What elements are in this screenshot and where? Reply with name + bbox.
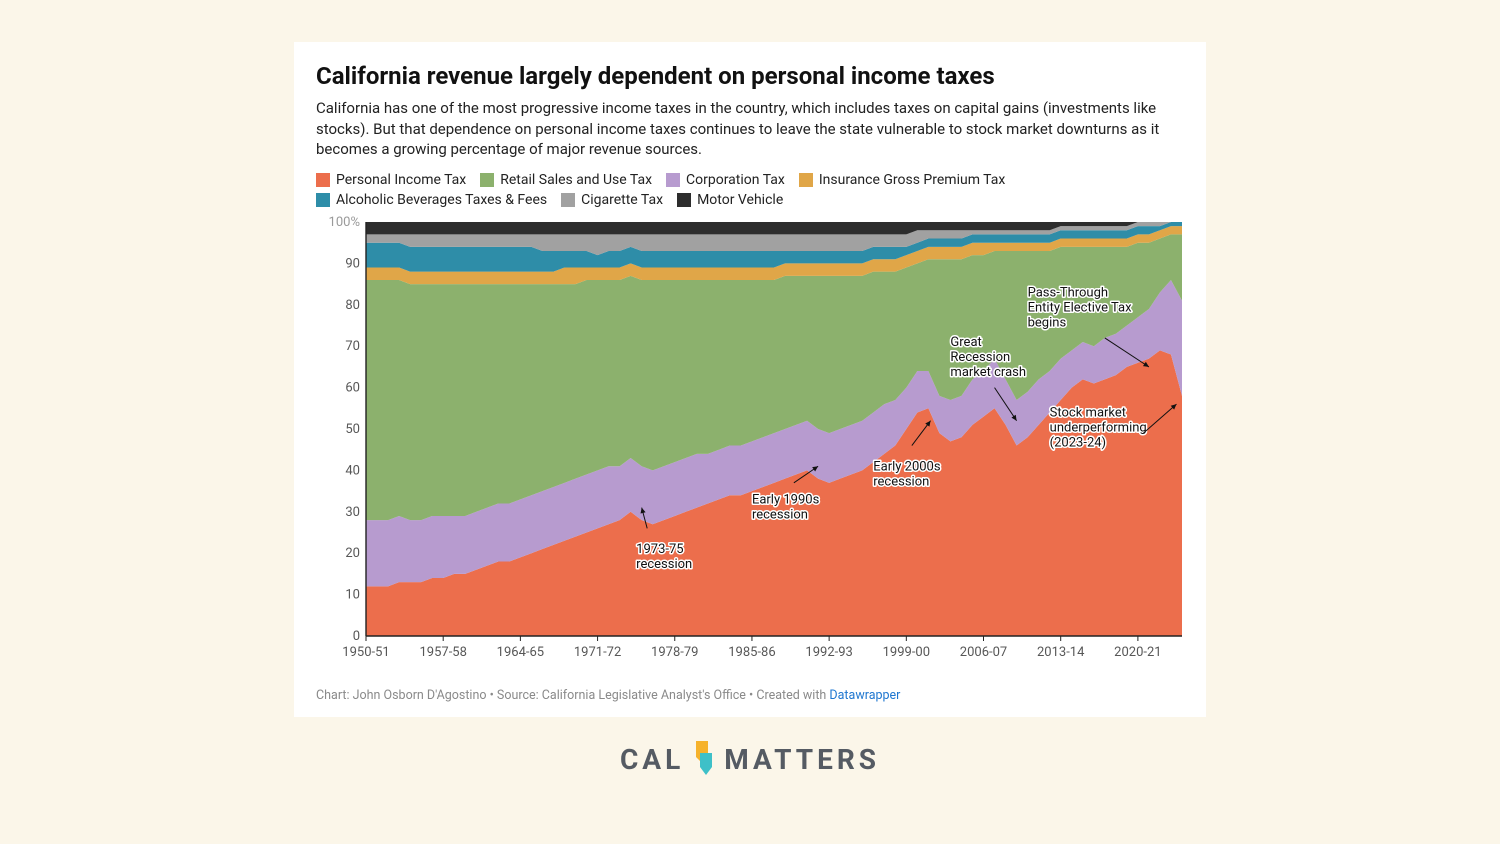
chart-subtitle: California has one of the most progressi… xyxy=(316,98,1184,160)
legend-swatch xyxy=(561,193,575,207)
annotation-label: Early 1990s xyxy=(752,493,820,508)
svg-text:1950-51: 1950-51 xyxy=(342,645,389,660)
legend-label: Cigarette Tax xyxy=(581,192,663,208)
source-prefix: Chart: John Osborn D'Agostino • Source: … xyxy=(316,688,829,703)
legend-label: Retail Sales and Use Tax xyxy=(500,172,652,188)
datawrapper-link[interactable]: Datawrapper xyxy=(829,688,900,703)
annotation-label: Recession xyxy=(950,350,1010,365)
legend-item: Retail Sales and Use Tax xyxy=(480,172,652,188)
annotation-label: begins xyxy=(1028,316,1067,331)
brand-right: MATTERS xyxy=(724,743,880,776)
annotation-label: Pass-Through xyxy=(1028,286,1108,301)
svg-text:40: 40 xyxy=(345,463,360,478)
svg-text:1985-86: 1985-86 xyxy=(728,645,775,660)
chart-title: California revenue largely dependent on … xyxy=(316,62,1184,90)
legend-label: Corporation Tax xyxy=(686,172,785,188)
legend-label: Motor Vehicle xyxy=(697,192,783,208)
calmatters-icon xyxy=(690,739,718,779)
legend-swatch xyxy=(799,173,813,187)
stacked-area-chart: 0 10 20 30 40 50 60 70 80 90 100% 1950-51 1957-58 196… xyxy=(316,216,1184,676)
legend-swatch xyxy=(316,193,330,207)
legend-label: Alcoholic Beverages Taxes & Fees xyxy=(336,192,547,208)
brand-left: CAL xyxy=(620,743,684,776)
source-line: Chart: John Osborn D'Agostino • Source: … xyxy=(316,688,1184,703)
svg-text:1992-93: 1992-93 xyxy=(805,645,852,660)
svg-text:60: 60 xyxy=(345,381,360,396)
annotation-label: Great xyxy=(950,335,981,350)
svg-text:1964-65: 1964-65 xyxy=(497,645,544,660)
legend-label: Insurance Gross Premium Tax xyxy=(819,172,1005,188)
annotation-label: Stock market xyxy=(1050,406,1126,421)
annotation-label: 1973-75 xyxy=(636,542,683,557)
annotation-label: recession xyxy=(752,508,808,523)
svg-text:2020-21: 2020-21 xyxy=(1114,645,1161,660)
annotation-label: recession xyxy=(873,474,929,489)
legend-swatch xyxy=(480,173,494,187)
legend-item: Alcoholic Beverages Taxes & Fees xyxy=(316,192,547,208)
svg-text:1957-58: 1957-58 xyxy=(419,645,466,660)
svg-text:80: 80 xyxy=(345,298,360,313)
svg-text:50: 50 xyxy=(345,422,360,437)
legend-swatch xyxy=(677,193,691,207)
legend-item: Cigarette Tax xyxy=(561,192,663,208)
legend-label: Personal Income Tax xyxy=(336,172,466,188)
legend-item: Motor Vehicle xyxy=(677,192,783,208)
legend: Personal Income Tax Retail Sales and Use … xyxy=(316,172,1184,208)
chart-card: California revenue largely dependent on … xyxy=(294,42,1206,717)
legend-item: Personal Income Tax xyxy=(316,172,466,188)
svg-text:0: 0 xyxy=(353,629,360,644)
page: California revenue largely dependent on … xyxy=(0,0,1500,844)
annotation-label: (2023-24) xyxy=(1050,436,1106,451)
annotation-label: Entity Elective Tax xyxy=(1028,301,1132,316)
legend-swatch xyxy=(666,173,680,187)
annotation-label: Early 2000s xyxy=(873,459,941,474)
legend-item: Corporation Tax xyxy=(666,172,785,188)
svg-text:2006-07: 2006-07 xyxy=(960,645,1007,660)
svg-text:10: 10 xyxy=(345,588,360,603)
brand-logo: CAL MATTERS xyxy=(0,739,1500,779)
svg-text:70: 70 xyxy=(345,339,360,354)
svg-text:1978-79: 1978-79 xyxy=(651,645,698,660)
svg-text:90: 90 xyxy=(345,256,360,271)
svg-text:1971-72: 1971-72 xyxy=(574,645,621,660)
annotation-label: underperforming xyxy=(1050,421,1147,436)
svg-text:100%: 100% xyxy=(329,216,360,230)
svg-text:1999-00: 1999-00 xyxy=(883,645,930,660)
chart-svg: 0 10 20 30 40 50 60 70 80 90 100% 1950-51 1957-58 196… xyxy=(316,216,1184,676)
legend-item: Insurance Gross Premium Tax xyxy=(799,172,1005,188)
annotation-label: recession xyxy=(636,557,692,572)
svg-text:30: 30 xyxy=(345,505,360,520)
annotation-label: market crash xyxy=(950,365,1026,380)
svg-text:20: 20 xyxy=(345,546,360,561)
legend-swatch xyxy=(316,173,330,187)
svg-text:2013-14: 2013-14 xyxy=(1037,645,1085,660)
